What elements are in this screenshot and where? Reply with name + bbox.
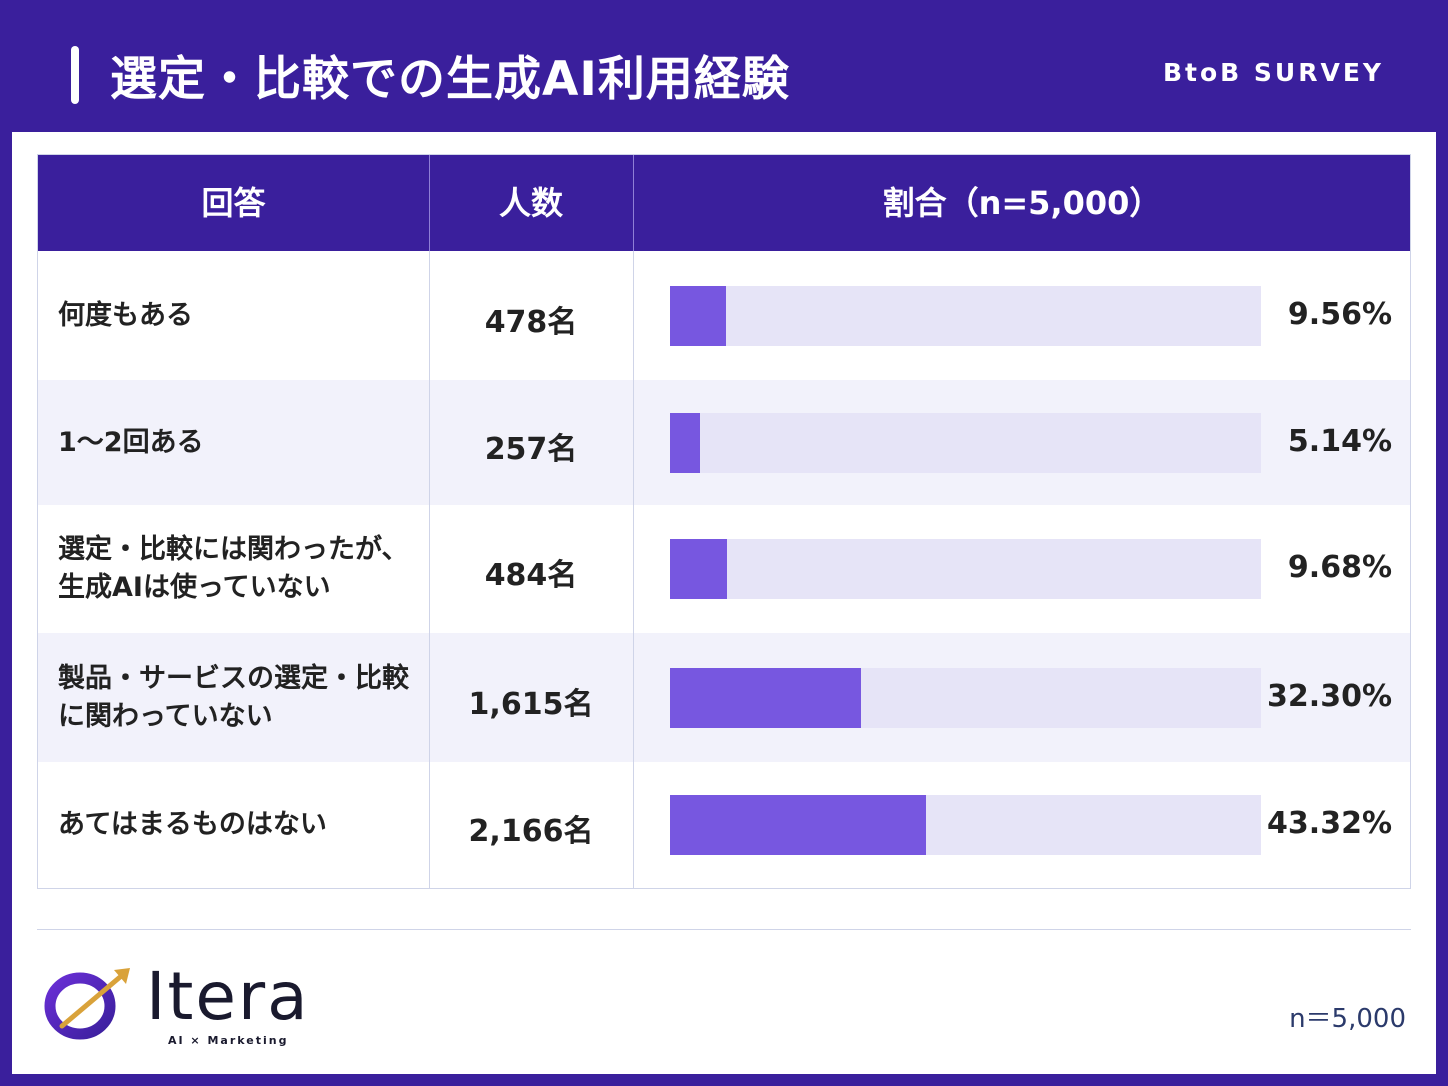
logo-tagline: AI × Marketing (168, 1034, 289, 1047)
row-percent-label: 9.68% (1287, 550, 1392, 585)
bar-fill (670, 795, 927, 855)
row-label-line: あてはまるものはない (58, 809, 327, 840)
column-divider (633, 251, 634, 888)
bar-track (670, 285, 1261, 346)
title-accent-bar (71, 46, 79, 104)
row-label: 選定・比較には関わったが、 生成AIは使っていない (58, 505, 408, 633)
row-count: 2,166名 (468, 814, 594, 849)
column-header-answer: 回答 (201, 184, 266, 222)
table-header: 回答 人数 割合（n=5,000） (38, 155, 1410, 251)
logo-mark-icon (44, 968, 130, 1040)
row-percent-label: 9.56% (1287, 296, 1392, 332)
row-label: 1〜2回ある (58, 380, 204, 505)
itera-logo: Itera AI × Marketing (44, 958, 324, 1052)
row-count: 257名 (484, 431, 578, 467)
column-header-count: 人数 (498, 184, 563, 222)
row-label-line: 1〜2回ある (58, 426, 204, 458)
table-row: 何度もある 478名 9.56% (38, 251, 1410, 380)
row-percent-label: 5.14% (1287, 423, 1392, 459)
row-percent-label: 43.32% (1267, 806, 1392, 841)
bar-track (670, 795, 1261, 855)
header-divider (429, 155, 430, 251)
table-row: 1〜2回ある 257名 5.14% (38, 380, 1410, 505)
row-label: 製品・サービスの選定・比較 に関わっていない (58, 633, 409, 762)
row-label-line: 生成AIは使っていない (58, 572, 331, 603)
sample-size-note: n＝5,000 (1289, 1004, 1406, 1034)
header: 選定・比較での生成AI利用経験 BtoB SURVEY (0, 0, 1448, 132)
row-count: 478名 (484, 304, 578, 340)
row-label-line: 選定・比較には関わったが、 (58, 534, 409, 565)
survey-tag: BtoB SURVEY (1162, 58, 1384, 87)
bar-fill (670, 285, 727, 346)
table-row: あてはまるものはない 2,166名 43.32% (38, 762, 1410, 888)
bar-track (670, 539, 1261, 599)
bar-fill (670, 667, 861, 728)
row-label-line: 何度もある (58, 299, 193, 331)
row-percent-label: 32.30% (1267, 678, 1392, 714)
row-label: 何度もある (58, 251, 193, 380)
table-row: 選定・比較には関わったが、 生成AIは使っていない 484名 9.68% (38, 505, 1410, 633)
bar-track (670, 412, 1261, 473)
column-divider (429, 251, 430, 888)
header-divider (633, 155, 634, 251)
row-label-line: 製品・サービスの選定・比較 (58, 662, 409, 694)
results-table: 回答 人数 割合（n=5,000） 何度もある 478名 9.56% 1〜2回ある 25… (37, 154, 1411, 889)
row-count: 484名 (484, 558, 578, 593)
page-title: 選定・比較での生成AI利用経験 (110, 52, 790, 107)
logo-wordmark: Itera (146, 958, 310, 1035)
bar-fill (670, 539, 728, 599)
content-panel: 回答 人数 割合（n=5,000） 何度もある 478名 9.56% 1〜2回ある 25… (12, 132, 1436, 1074)
row-count: 1,615名 (468, 686, 594, 722)
row-label-line: に関わっていない (58, 700, 273, 732)
row-label: あてはまるものはない (58, 762, 327, 888)
column-header-percent: 割合（n=5,000） (882, 184, 1162, 222)
bar-track (670, 667, 1261, 728)
footer-divider (37, 929, 1411, 930)
bar-fill (670, 412, 701, 473)
table-row: 製品・サービスの選定・比較 に関わっていない 1,615名 32.30% (38, 633, 1410, 762)
